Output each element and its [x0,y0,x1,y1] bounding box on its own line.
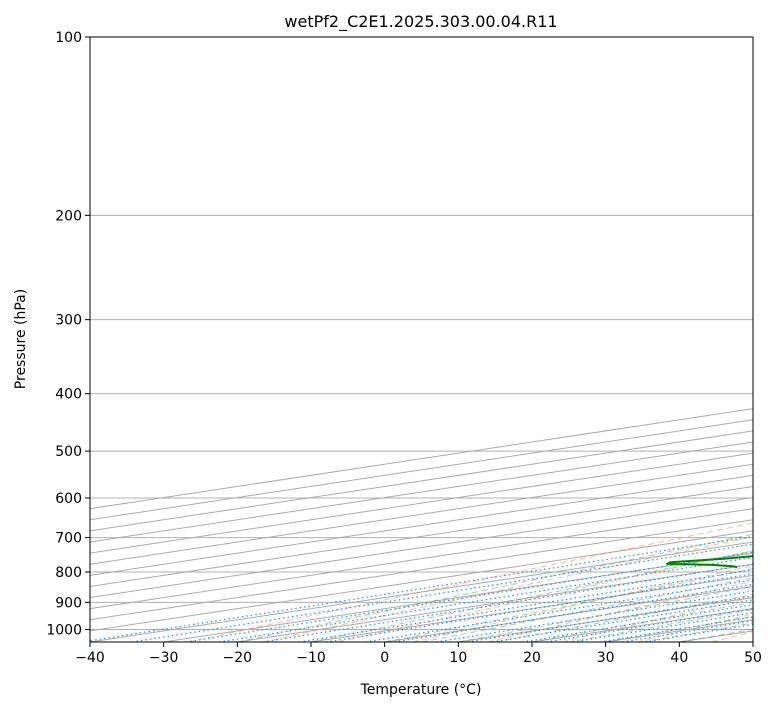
x-tick-label: 0 [380,650,389,666]
x-tick-label: 30 [597,650,615,666]
isotherm-line [90,408,753,510]
moist-adiabat-line [384,568,753,642]
x-tick-label: −10 [296,650,326,666]
dry-adiabat-line [263,536,753,642]
x-tick-label: 40 [670,650,688,666]
dry-adiabat-line [487,580,753,642]
mixing-ratio-line [572,612,753,642]
x-tick-label: 10 [449,650,467,666]
dry-adiabat-line [562,596,753,642]
mixing-ratio-line [326,573,753,642]
chart-title: wetPf2_C2E1.2025.303.00.04.R11 [284,12,557,32]
dry-adiabat-line [338,550,753,642]
dry-adiabat-line [711,631,753,642]
y-tick-label: 700 [55,531,82,547]
isotherm-line [90,441,753,543]
mixing-ratio-line [546,607,753,642]
mixing-ratio-line [492,599,753,642]
y-tick-label: 600 [55,491,82,507]
x-tick-label: 50 [744,650,762,666]
y-tick-label: 500 [55,444,82,460]
isotherm-line [90,530,753,632]
x-tick-label: −30 [149,650,179,666]
mixing-ratio-line [262,563,753,642]
moist-adiabat-line [642,622,753,642]
dry-adiabat-line [412,565,753,642]
moist-adiabat-line [531,601,753,642]
isotherm-line [752,641,753,642]
plot-frame [89,36,754,643]
isotherm-line [90,419,753,521]
isotherm-line [90,497,753,599]
y-tick-label: 900 [55,595,82,611]
axes: −40 −30 −20 −10 0 10 20 30 40 50 100 200 300 400 500 60… [46,30,762,666]
y-tick-label: 200 [55,208,82,224]
isotherm-line [90,430,753,532]
mixing-ratio-line [645,623,753,642]
mixing-ratio-line [299,569,753,642]
x-tick-label: 20 [523,650,541,666]
isotherm-line [90,519,753,621]
moist-adiabat-line [237,533,753,642]
y-tick-label: 300 [55,313,82,329]
moist-adiabat-line [421,577,753,642]
y-tick-label: 1000 [46,622,82,638]
isotherm-line [90,452,753,554]
moist-adiabat-line [495,594,753,642]
isotherm-line [90,463,753,565]
y-tick-label: 100 [55,30,82,46]
y-tick-label: 800 [55,565,82,581]
x-tick-label: −40 [75,650,105,666]
x-axis-label: Temperature (°C) [360,682,482,698]
isotherm-line [90,474,753,576]
y-tick-label: 400 [55,387,82,403]
x-tick-label: −20 [223,650,253,666]
mixing-ratio-line [365,579,753,642]
isotherm-line [90,508,753,610]
isotherm-line [531,608,753,642]
y-axis-label: Pressure (hPa) [13,289,29,389]
dry-adiabat-line [188,522,753,642]
isotherm-line [384,585,753,642]
isotherm-line [90,485,753,587]
plot-area [90,37,753,642]
dewpoint-profile-line [666,555,753,569]
